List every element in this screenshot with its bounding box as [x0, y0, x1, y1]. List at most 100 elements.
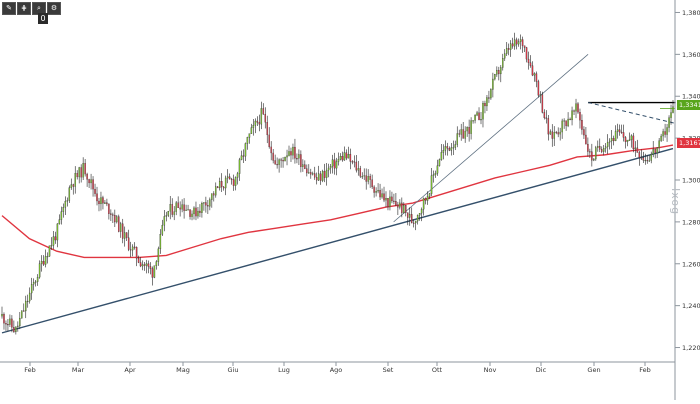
candle-bear: [529, 62, 532, 66]
candle-bull: [191, 213, 193, 217]
candle-bull: [28, 292, 31, 302]
candle-bull: [517, 41, 520, 45]
candle-bear: [555, 131, 557, 134]
candle-bear: [23, 310, 25, 312]
candle-bull: [70, 184, 73, 188]
candle-bear: [92, 179, 94, 190]
candle-bear: [294, 146, 296, 159]
candle-bull: [606, 142, 609, 147]
candle-bull: [254, 120, 257, 126]
candle-bull: [593, 158, 595, 161]
candle-bull: [602, 148, 605, 152]
candle-bear: [511, 43, 514, 47]
candle-bull: [610, 137, 613, 142]
candle-bull: [504, 53, 506, 59]
candle-bull: [120, 223, 122, 232]
candle-bull: [248, 133, 251, 138]
candle-bull: [668, 117, 670, 128]
candle-bear: [3, 314, 5, 324]
candle-bull: [337, 159, 340, 162]
candle-bear: [296, 158, 298, 160]
candle-bull: [403, 205, 405, 213]
candle-bear: [541, 94, 544, 113]
x-tick-label: Set: [383, 366, 394, 374]
candle-bull: [614, 131, 617, 142]
candle-bear: [468, 127, 470, 134]
x-tick-label: Ott: [432, 366, 443, 374]
settings-icon[interactable]: ⚙: [47, 2, 61, 15]
candle-bear: [133, 246, 136, 248]
candle-bull: [335, 161, 338, 169]
candle-bull: [505, 48, 508, 54]
candle-bear: [195, 207, 197, 217]
candle-bear: [88, 179, 90, 184]
candle-bear: [300, 154, 302, 167]
y-tick-label: 1,3800: [682, 9, 700, 17]
candle-bull: [367, 176, 369, 182]
x-tick-label: Gen: [587, 366, 600, 374]
candle-bear: [565, 120, 567, 127]
candle-bear: [600, 149, 603, 152]
candle-bull: [519, 39, 522, 42]
candle-bull: [490, 89, 492, 99]
candle-bull: [325, 169, 328, 178]
candle-bull: [173, 211, 175, 215]
candle-bear: [98, 200, 100, 205]
pencil-icon[interactable]: ✎: [2, 2, 16, 15]
y-tick-label: 1,2800: [682, 218, 700, 226]
candle-bull: [432, 174, 435, 176]
candle-bear: [462, 129, 464, 139]
candle-bull: [161, 224, 164, 235]
last-price-tag: 1,3341: [677, 100, 700, 110]
candle-bear: [407, 212, 409, 218]
candles-layer: [1, 32, 675, 335]
candle-bull: [377, 190, 379, 192]
candle-bear: [585, 134, 587, 145]
moving-average-layer: [1, 144, 674, 259]
candle-bull: [474, 115, 476, 121]
candle-bull: [500, 67, 502, 75]
candle-bear: [96, 193, 98, 202]
candle-bull: [460, 129, 462, 135]
candle-bull: [298, 154, 300, 159]
candle-bull: [74, 173, 76, 187]
candle-bull: [430, 175, 433, 194]
candle-bull: [385, 198, 387, 201]
candle-bull: [595, 147, 597, 160]
trendline-layer: [1, 54, 676, 334]
candle-bear: [664, 131, 666, 135]
candle-bull: [327, 167, 330, 171]
candle-bull: [197, 210, 199, 217]
candle-bear: [183, 204, 185, 211]
candle-bear: [458, 133, 460, 135]
candle-bull: [167, 211, 170, 216]
candle-bull: [82, 163, 84, 178]
x-axis: Feb Mar Apr Mag Giu Lug Ago Set Ott Nov Dic Gen Feb: [0, 361, 675, 374]
candle-bull: [658, 140, 660, 148]
candle-bear: [319, 173, 322, 181]
candle-bull: [375, 191, 377, 193]
parallel-lines-icon[interactable]: ⋕: [17, 2, 31, 15]
candle-bear: [216, 186, 219, 189]
candle-bull: [30, 284, 33, 294]
candle-bear: [72, 184, 75, 187]
candle-bull: [652, 149, 654, 155]
candle-bull: [175, 202, 177, 212]
candle-bear: [523, 45, 526, 48]
candle-bear: [222, 186, 225, 189]
candle-bull: [312, 173, 314, 175]
candle-bear: [369, 176, 371, 180]
candle-bull: [78, 167, 80, 178]
candle-bull: [442, 150, 445, 153]
candle-bear: [371, 179, 373, 188]
candle-bear: [315, 177, 318, 181]
candle-bull: [201, 203, 203, 213]
candle-bull: [141, 264, 144, 267]
candle-bear: [84, 163, 86, 175]
candle-bear: [383, 193, 385, 201]
candle-bull: [284, 156, 286, 162]
candle-bull: [416, 215, 419, 222]
candle-bear: [521, 39, 524, 46]
candle-bull: [236, 173, 239, 178]
